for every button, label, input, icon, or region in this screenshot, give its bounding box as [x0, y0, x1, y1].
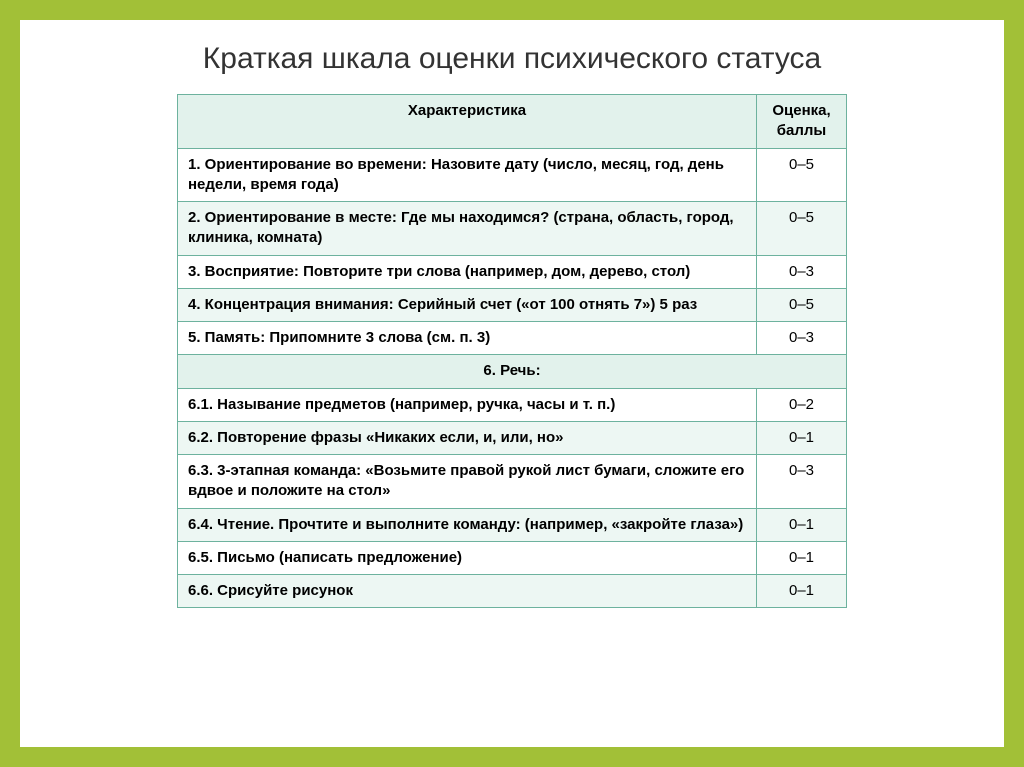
- score-cell: 0–1: [757, 575, 847, 608]
- table-row: 6.1. Называние предметов (например, ручк…: [178, 388, 847, 421]
- characteristic-cell: 3. Восприятие: Повторите три слова (напр…: [178, 255, 757, 288]
- score-cell: 0–3: [757, 322, 847, 355]
- score-cell: 0–3: [757, 255, 847, 288]
- characteristic-cell: 6.6. Срисуйте рисунок: [178, 575, 757, 608]
- table-row: 2. Ориентирование в месте: Где мы находи…: [178, 202, 847, 256]
- characteristic-cell: 6.3. 3-этапная команда: «Возьмите правой…: [178, 455, 757, 509]
- table-row: 6.2. Повторение фразы «Никаких если, и, …: [178, 421, 847, 454]
- section-label: 6. Речь:: [178, 355, 847, 388]
- score-cell: 0–1: [757, 541, 847, 574]
- table-row: 5. Память: Припомните 3 слова (см. п. 3)…: [178, 322, 847, 355]
- score-cell: 0–5: [757, 148, 847, 202]
- table-row: 6.3. 3-этапная команда: «Возьмите правой…: [178, 455, 847, 509]
- characteristic-cell: 6.5. Письмо (написать предложение): [178, 541, 757, 574]
- score-cell: 0–3: [757, 455, 847, 509]
- score-cell: 0–5: [757, 202, 847, 256]
- col-header-score: Оценка, баллы: [757, 95, 847, 149]
- table-row: 1. Ориентирование во времени: Назовите д…: [178, 148, 847, 202]
- score-cell: 0–2: [757, 388, 847, 421]
- slide-title: Краткая шкала оценки психического статус…: [203, 42, 821, 76]
- characteristic-cell: 5. Память: Припомните 3 слова (см. п. 3): [178, 322, 757, 355]
- table-row: 6.5. Письмо (написать предложение) 0–1: [178, 541, 847, 574]
- characteristic-cell: 6.4. Чтение. Прочтите и выполните команд…: [178, 508, 757, 541]
- col-header-characteristic: Характеристика: [178, 95, 757, 149]
- characteristic-cell: 4. Концентрация внимания: Серийный счет …: [178, 288, 757, 321]
- table-row: 3. Восприятие: Повторите три слова (напр…: [178, 255, 847, 288]
- slide-frame: Краткая шкала оценки психического статус…: [0, 0, 1024, 767]
- table-row: 6.6. Срисуйте рисунок 0–1: [178, 575, 847, 608]
- table-row: 6.4. Чтение. Прочтите и выполните команд…: [178, 508, 847, 541]
- characteristic-cell: 6.2. Повторение фразы «Никаких если, и, …: [178, 421, 757, 454]
- score-cell: 0–1: [757, 508, 847, 541]
- table-header-row: Характеристика Оценка, баллы: [178, 95, 847, 149]
- score-cell: 0–1: [757, 421, 847, 454]
- characteristic-cell: 2. Ориентирование в месте: Где мы находи…: [178, 202, 757, 256]
- score-cell: 0–5: [757, 288, 847, 321]
- table-row: 4. Концентрация внимания: Серийный счет …: [178, 288, 847, 321]
- characteristic-cell: 1. Ориентирование во времени: Назовите д…: [178, 148, 757, 202]
- section-row-speech: 6. Речь:: [178, 355, 847, 388]
- mmse-table: Характеристика Оценка, баллы 1. Ориентир…: [177, 94, 847, 608]
- characteristic-cell: 6.1. Называние предметов (например, ручк…: [178, 388, 757, 421]
